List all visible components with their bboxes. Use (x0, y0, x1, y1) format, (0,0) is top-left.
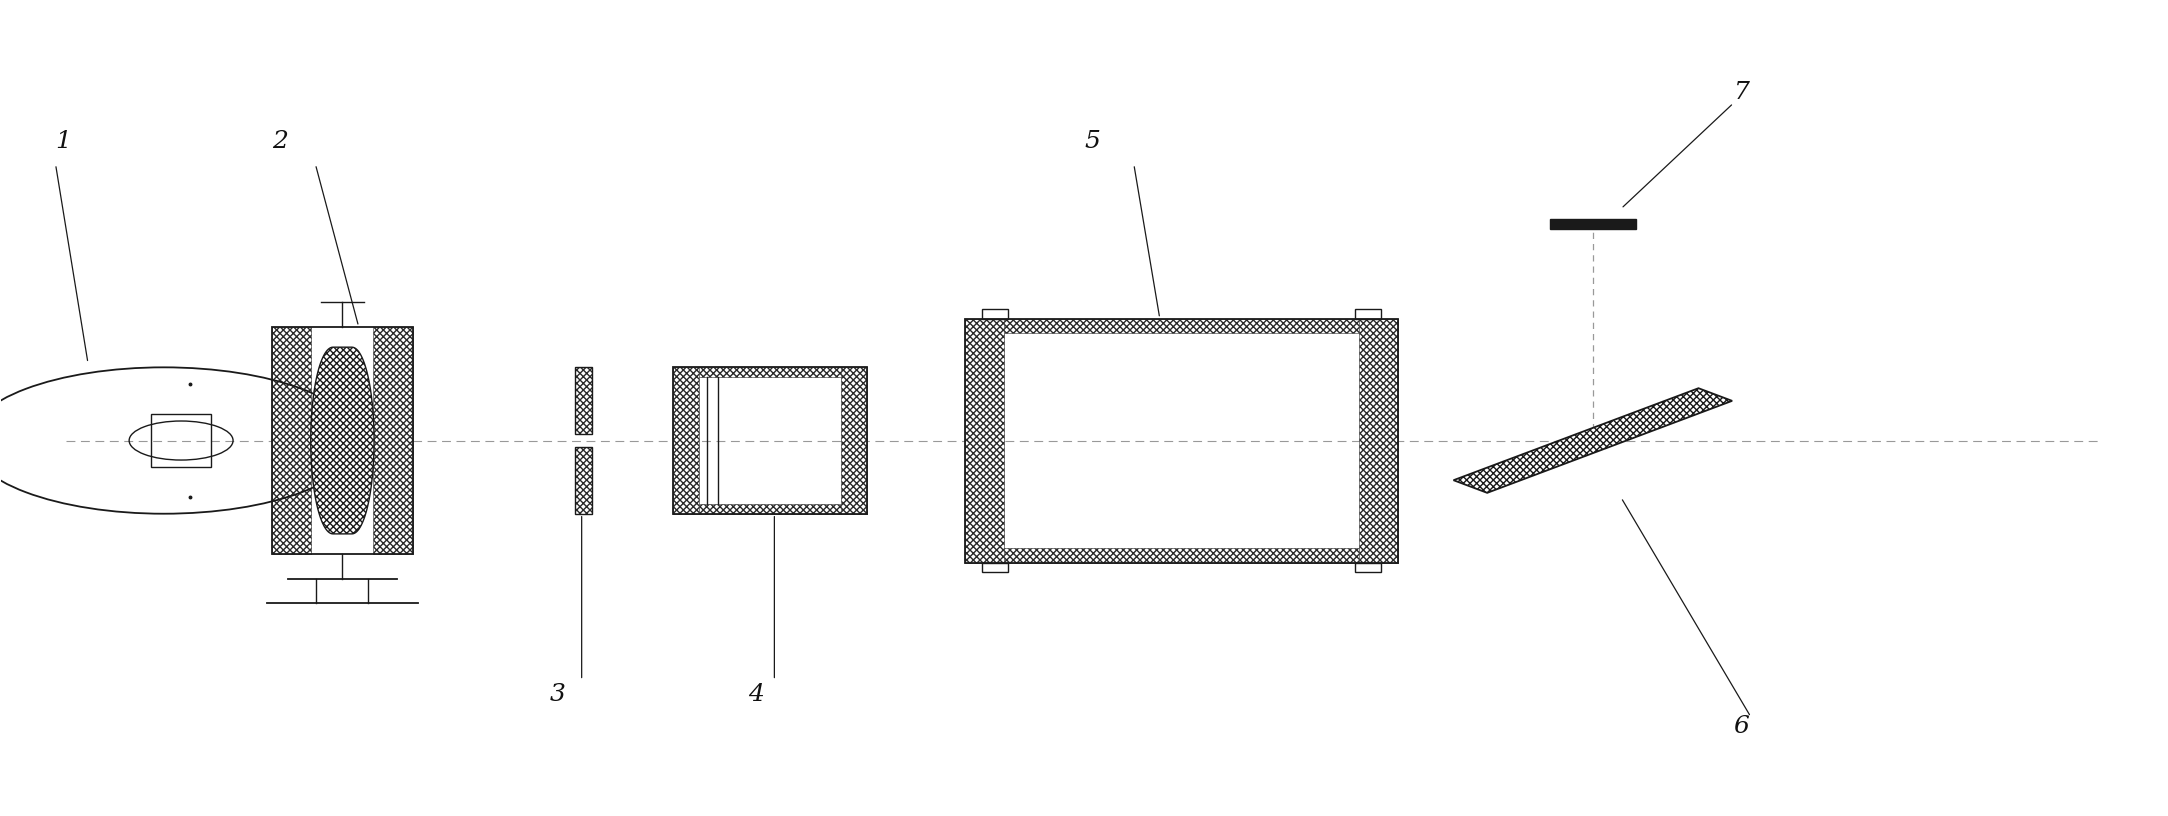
Bar (672, 367, 698, 514)
Text: 5: 5 (1084, 130, 1099, 153)
Bar (965, 318, 1398, 333)
Bar (672, 504, 867, 514)
Bar (982, 562, 1008, 572)
Polygon shape (1453, 388, 1732, 493)
Text: 7: 7 (1734, 81, 1750, 104)
Polygon shape (310, 347, 375, 534)
Text: 6: 6 (1734, 716, 1750, 738)
Bar (373, 326, 412, 554)
Bar (672, 367, 867, 514)
Text: 3: 3 (549, 683, 566, 706)
Bar (575, 367, 592, 434)
Bar (672, 367, 867, 377)
Text: 1: 1 (56, 130, 72, 153)
Bar (271, 326, 412, 554)
Bar (152, 414, 212, 467)
Bar (1355, 562, 1381, 572)
Bar (841, 367, 867, 514)
Bar (575, 446, 592, 514)
Text: 2: 2 (271, 130, 288, 153)
Bar (1550, 220, 1637, 229)
Bar (1355, 308, 1381, 318)
Text: 4: 4 (748, 683, 765, 706)
Bar (965, 548, 1398, 562)
Bar (965, 318, 1398, 562)
Bar (575, 367, 592, 434)
Bar (965, 318, 1004, 562)
Bar (982, 308, 1008, 318)
Bar (271, 326, 312, 554)
Bar (1359, 318, 1398, 562)
Bar (575, 446, 592, 514)
